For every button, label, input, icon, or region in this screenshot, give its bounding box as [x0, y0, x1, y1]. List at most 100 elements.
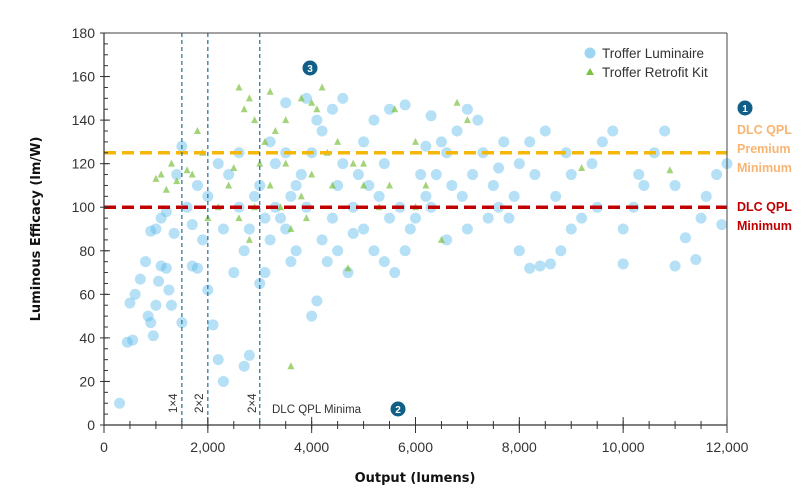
retrofit-point [193, 127, 201, 134]
luminaire-point [129, 288, 141, 300]
luminaire-point [269, 158, 281, 170]
x-tick-label: 10,000 [602, 439, 645, 455]
luminaire-point [508, 190, 520, 202]
luminaire-point [212, 158, 224, 170]
luminaire-point [565, 223, 577, 235]
luminaire-point [337, 158, 349, 170]
luminaire-point [384, 212, 396, 224]
luminaire-point [347, 227, 359, 239]
retrofit-point [328, 181, 336, 189]
minima-label: DLC QPL Minima [272, 404, 362, 416]
luminaire-point [659, 125, 671, 137]
minimum-label-line1: DLC QPL [737, 200, 792, 214]
luminaire-point [121, 336, 133, 348]
retrofit-point [167, 159, 175, 167]
luminaire-point [716, 219, 728, 231]
luminaire-point [389, 267, 401, 279]
retrofit-point [188, 170, 196, 178]
retrofit-point [412, 137, 419, 145]
luminaire-point [461, 103, 473, 115]
luminaire-point [290, 179, 302, 191]
x-tick-label: 6,000 [398, 439, 433, 455]
retrofit-point [225, 181, 233, 189]
retrofit-point [422, 181, 430, 189]
retrofit-point [386, 181, 394, 189]
retrofit-point [360, 159, 368, 167]
premium-label-line1: DLC QPL [737, 123, 792, 137]
luminaire-point [316, 125, 328, 137]
retrofit-point [245, 235, 253, 243]
luminaire-point [155, 260, 167, 272]
retrofit-point [302, 214, 310, 222]
luminaire-point [410, 212, 421, 224]
luminaire-point [378, 256, 390, 268]
retrofit-point [282, 159, 290, 167]
luminaire-point [186, 260, 198, 272]
luminaire-point [700, 190, 712, 202]
luminaire-point [326, 212, 338, 224]
axes: 0 20 40 60 80 100 120 140 160 180 0 2,000 4,000 6,000… [72, 25, 749, 455]
retrofit-point [271, 127, 279, 134]
luminaire-point [134, 273, 146, 285]
luminaire-point [145, 317, 157, 329]
luminaire-point [127, 334, 139, 346]
legend-marker-retrofit [586, 68, 594, 75]
qpl-minimum-label: DLC QPL Minimum [737, 200, 792, 233]
luminaire-point [487, 179, 499, 191]
luminaire-point [456, 190, 468, 202]
luminaire-point [217, 375, 229, 387]
luminaire-point [679, 232, 691, 244]
luminaire-point [607, 125, 619, 137]
luminaire-point [399, 99, 411, 111]
luminaire-point [352, 169, 364, 181]
retrofit-point [297, 94, 305, 102]
x-tick-label: 8,000 [502, 439, 537, 455]
luminaire-point [254, 179, 266, 191]
luminaire-point [337, 92, 349, 104]
luminaire-point [420, 190, 432, 202]
retrofit-point [240, 105, 248, 113]
luminaire-point [513, 158, 525, 170]
luminaire-point [347, 201, 359, 213]
premium-label-line3: Minimum [737, 161, 792, 175]
legend: Troffer Luminaire Troffer Retrofit Kit [584, 46, 708, 80]
luminaire-point [238, 245, 250, 257]
luminaire-point [378, 158, 390, 170]
luminaire-point [711, 169, 723, 181]
vline-label-2x2: 2×2 [194, 393, 206, 413]
luminaire-point [243, 349, 255, 361]
luminaire-point [259, 267, 271, 279]
retrofit-point [266, 87, 274, 95]
premium-label-line2: Premium [737, 142, 791, 156]
legend-marker-luminaire [584, 47, 596, 59]
luminaire-point [295, 169, 307, 181]
retrofit-point [251, 116, 259, 124]
luminaire-point [280, 97, 292, 109]
badge-1: 1 [737, 100, 753, 116]
retrofit-point [266, 181, 274, 189]
luminaire-point [555, 245, 567, 257]
luminaire-point [147, 330, 159, 342]
luminaire-point [544, 258, 556, 270]
badge-2-text: 2 [395, 405, 401, 416]
luminaire-point [124, 297, 136, 309]
luminaire-point [321, 256, 333, 268]
luminaire-point [669, 179, 681, 191]
retrofit-point [344, 264, 352, 272]
minimum-label-line2: Minimum [737, 219, 792, 233]
luminaire-point [150, 223, 162, 235]
luminaire-point [228, 267, 240, 279]
luminaire-point [669, 260, 681, 272]
luminaire-point [243, 223, 255, 235]
legend-label-retrofit: Troffer Retrofit Kit [602, 65, 708, 80]
luminaire-point [285, 190, 297, 202]
luminaire-point [238, 360, 250, 372]
y-tick-label: 180 [72, 25, 96, 41]
vline-label-2x4: 2×4 [247, 393, 259, 413]
retrofit-point [235, 214, 243, 222]
luminaire-point [638, 179, 650, 191]
luminaire-point [399, 245, 411, 257]
luminaire-point [695, 212, 707, 224]
retrofit-point [152, 174, 160, 182]
